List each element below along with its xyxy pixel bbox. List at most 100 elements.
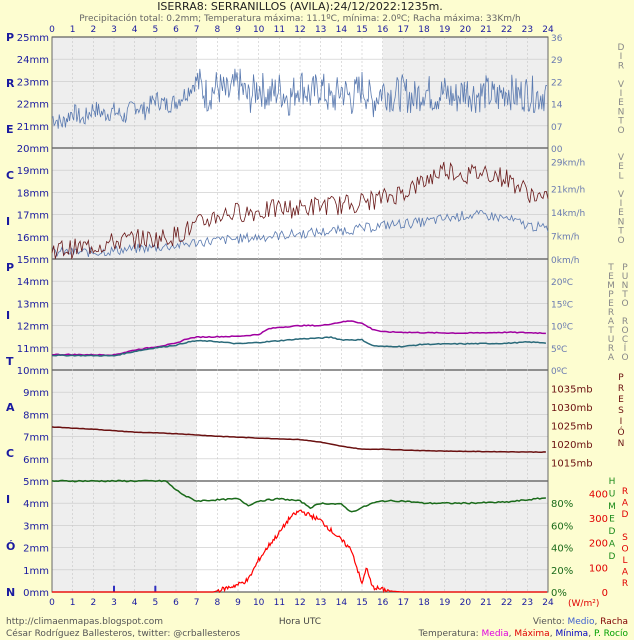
wind-dir-tick-4: 29 xyxy=(551,56,563,66)
x-tick-bottom-19: 19 xyxy=(439,598,451,608)
right-title-temperature-char: P xyxy=(608,290,614,300)
humidity-line xyxy=(51,479,546,513)
right-title-radiation-char: A xyxy=(622,568,629,578)
blog-link[interactable]: http://climaenmapas.blogspot.com xyxy=(6,617,163,627)
right-title-wind-vel-char: V xyxy=(618,153,625,163)
precip-tick-6: 6mm xyxy=(23,455,49,466)
x-tick-bottom-22: 22 xyxy=(501,598,512,608)
temperature-tick-2: 10ºC xyxy=(551,323,573,333)
x-tick-top-24: 24 xyxy=(542,25,554,35)
right-title-temperature-char: T xyxy=(607,263,614,273)
precip-tick-8: 8mm xyxy=(23,410,49,421)
x-tick-top-22: 22 xyxy=(501,25,512,35)
wind-speed-tick-1: 7km/h xyxy=(551,232,579,242)
wind-dir-tick-2: 14 xyxy=(551,101,563,111)
right-title-radiation-char: R xyxy=(622,579,628,589)
data-series xyxy=(51,68,549,594)
pressure-tick-3: 1030mb xyxy=(551,403,593,414)
x-tick-top-18: 18 xyxy=(418,25,430,35)
right-title-wind-vel-char: O xyxy=(617,236,624,246)
x-tick-bottom-0: 0 xyxy=(49,598,55,608)
x-tick-top-23: 23 xyxy=(522,25,533,35)
right-title-temperature-char: R xyxy=(608,344,614,354)
x-tick-bottom-7: 7 xyxy=(194,598,200,608)
wind-speed-racha-line xyxy=(51,162,549,260)
right-title-pressure-char: P xyxy=(618,373,624,383)
precip-tick-19: 19mm xyxy=(17,166,49,177)
x-tick-top-14: 14 xyxy=(336,25,348,35)
right-title-temperature-char: A xyxy=(608,317,615,327)
right-title-temperature-char: E xyxy=(608,299,614,309)
precip-tick-3: 3mm xyxy=(23,521,49,532)
precip-tick-5: 5mm xyxy=(23,477,49,488)
x-tick-bottom-18: 18 xyxy=(418,598,430,608)
x-tick-top-12: 12 xyxy=(294,25,305,35)
right-title-humidity-char: H xyxy=(609,477,616,487)
left-letter-2: E xyxy=(6,123,14,136)
right-title-humidity-char: U xyxy=(609,490,616,500)
right-title-wind-vel-char: E xyxy=(618,208,624,218)
precip-tick-23: 23mm xyxy=(17,77,49,88)
chart-subtitle: Precipitación total: 0.2mm; Temperatura … xyxy=(79,13,520,24)
x-tick-top-11: 11 xyxy=(274,25,285,35)
precip-tick-18: 18mm xyxy=(17,188,49,199)
pressure-line xyxy=(51,426,546,453)
right-title-dew-point-char: C xyxy=(622,335,628,345)
right-title-humidity-char: D xyxy=(609,552,616,562)
x-tick-bottom-20: 20 xyxy=(460,598,472,608)
left-letter-6: I xyxy=(6,309,10,322)
right-title-wind-dir-char: V xyxy=(618,80,625,90)
precip-tick-4: 4mm xyxy=(23,499,49,510)
right-title-humidity-char: D xyxy=(609,527,616,537)
right-title-wind-dir-char: N xyxy=(618,107,625,117)
right-title-pressure-char: I xyxy=(620,417,623,427)
left-letter-11: Ó xyxy=(6,540,15,553)
precip-tick-14: 14mm xyxy=(17,277,49,288)
x-tick-bottom-10: 10 xyxy=(253,598,265,608)
temperature-tick-4: 20ºC xyxy=(551,278,573,288)
x-tick-top-5: 5 xyxy=(152,25,158,35)
x-tick-bottom-11: 11 xyxy=(274,598,285,608)
left-letter-8: A xyxy=(6,401,15,414)
pressure-tick-2: 1025mb xyxy=(551,422,593,433)
x-tick-bottom-8: 8 xyxy=(214,598,220,608)
x-tick-bottom-6: 6 xyxy=(173,598,179,608)
x-tick-bottom-16: 16 xyxy=(377,598,389,608)
x-tick-top-15: 15 xyxy=(356,25,367,35)
x-tick-bottom-5: 5 xyxy=(152,598,158,608)
x-tick-top-19: 19 xyxy=(439,25,451,35)
right-title-dew-point-char: U xyxy=(622,272,629,282)
precip-tick-2: 2mm xyxy=(23,544,49,555)
wind-dir-tick-5: 36 xyxy=(551,34,563,44)
wind-speed-medio-line xyxy=(51,209,549,258)
wind-direction-line xyxy=(51,68,548,129)
x-tick-top-21: 21 xyxy=(480,25,491,35)
precip-tick-0: 0mm xyxy=(23,588,49,599)
right-title-temperature-char: T xyxy=(607,326,614,336)
wind-speed-tick-2: 14km/h xyxy=(551,209,585,219)
right-title-wind-dir-char: T xyxy=(617,117,624,127)
x-tick-bottom-4: 4 xyxy=(132,598,138,608)
left-letter-12: N xyxy=(6,586,15,599)
x-tick-bottom-24: 24 xyxy=(542,598,554,608)
right-title-wind-vel-char: N xyxy=(618,217,625,227)
x-tick-top-8: 8 xyxy=(214,25,220,35)
radiation-tick-0: 0 xyxy=(602,588,608,599)
x-tick-bottom-17: 17 xyxy=(398,598,409,608)
right-title-dew-point-char: N xyxy=(622,281,629,291)
right-title-radiation-char: D xyxy=(622,510,629,520)
left-letter-4: I xyxy=(6,215,10,228)
x-tick-top-7: 7 xyxy=(194,25,200,35)
wind-legend: Viento: Medio, Racha xyxy=(533,617,628,627)
precip-tick-9: 9mm xyxy=(23,388,49,399)
wind-dir-tick-3: 22 xyxy=(551,78,562,88)
left-letter-1: R xyxy=(6,77,15,90)
radiation-unit: (W/m²) xyxy=(568,599,599,609)
radiation-tick-3: 300 xyxy=(589,514,608,525)
precip-tick-15: 15mm xyxy=(17,255,49,266)
right-title-dew-point-char: R xyxy=(622,317,628,327)
